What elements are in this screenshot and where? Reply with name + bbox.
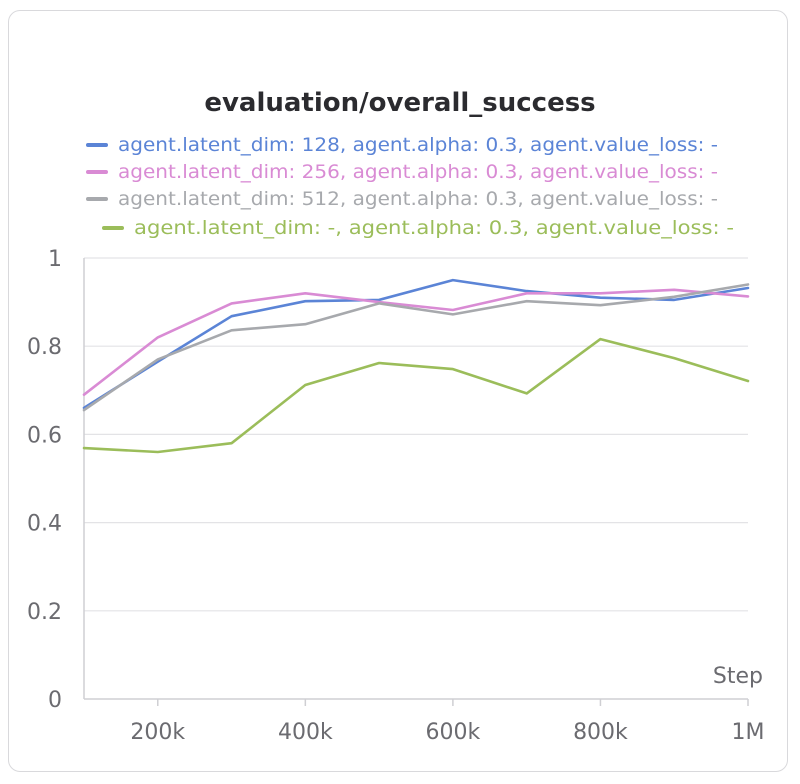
x-axis-label: Step: [713, 664, 763, 689]
x-tick-label: 200k: [130, 720, 185, 745]
y-tick-label: 0.6: [27, 423, 62, 448]
legend-label-4: agent.latent_dim: -, agent.alpha: 0.3, a…: [134, 217, 734, 239]
x-tick-label: 800k: [573, 720, 628, 745]
legend: agent.latent_dim: 128, agent.alpha: 0.3,…: [86, 134, 734, 239]
legend-label-2: agent.latent_dim: 256, agent.alpha: 0.3,…: [118, 161, 718, 183]
series-line-3: [82, 283, 750, 412]
y-tick-label: 0.8: [27, 335, 62, 360]
series-line-2: [82, 288, 750, 397]
chart-title: evaluation/overall_success: [204, 88, 595, 118]
x-tick-label: 600k: [426, 720, 481, 745]
series-line-4: [82, 337, 750, 454]
plot-area: [82, 278, 750, 454]
legend-label-3: agent.latent_dim: 512, agent.alpha: 0.3,…: [118, 188, 718, 210]
x-tick-label: 400k: [278, 720, 333, 745]
y-tick-label: 0.4: [27, 512, 62, 537]
y-tick-label: 0.2: [27, 600, 62, 625]
series-line-1: [82, 278, 750, 410]
legend-label-1: agent.latent_dim: 128, agent.alpha: 0.3,…: [118, 134, 718, 156]
axes: 0 0.2 0.4 0.6 0.8 1 200k 400k 600k 800k 1M: [27, 247, 764, 745]
chart-card: [8, 10, 788, 772]
x-tick-label: 1M: [732, 720, 765, 745]
y-tick-label: 1: [48, 247, 62, 272]
grid: [84, 257, 748, 612]
y-tick-label: 0: [48, 688, 62, 713]
